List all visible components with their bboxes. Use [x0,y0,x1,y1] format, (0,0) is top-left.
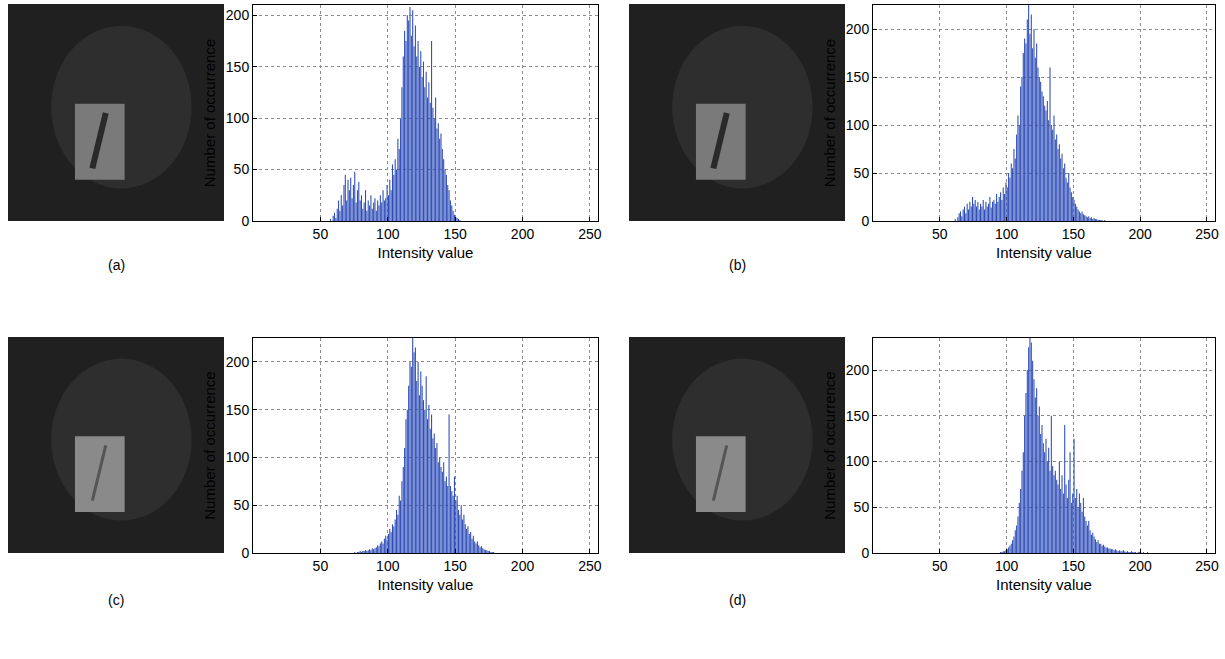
svg-text:0: 0 [861,545,869,561]
svg-text:100: 100 [995,558,1019,574]
svg-text:150: 150 [846,69,870,85]
svg-text:200: 200 [511,226,535,242]
svg-text:150: 150 [846,408,870,424]
svg-text:200: 200 [226,354,250,370]
svg-text:50: 50 [854,499,870,515]
svg-text:(c): (c) [108,592,124,608]
svg-text:Number of occurrence: Number of occurrence [821,39,838,187]
svg-text:Intensity value: Intensity value [378,576,474,593]
svg-text:50: 50 [234,161,250,177]
svg-text:Intensity value: Intensity value [996,244,1092,261]
svg-text:100: 100 [376,226,400,242]
svg-text:100: 100 [846,453,870,469]
svg-text:50: 50 [234,497,250,513]
svg-text:50: 50 [313,226,329,242]
svg-text:150: 150 [443,558,467,574]
svg-text:150: 150 [226,402,250,418]
svg-text:0: 0 [241,213,249,229]
svg-text:0: 0 [241,545,249,561]
svg-text:250: 250 [1195,558,1219,574]
svg-text:Number of occurrence: Number of occurrence [201,39,218,187]
svg-text:Intensity value: Intensity value [378,244,474,261]
svg-text:150: 150 [1062,226,1086,242]
svg-text:100: 100 [226,449,250,465]
svg-text:(d): (d) [729,592,746,608]
svg-text:200: 200 [846,21,870,37]
svg-text:0: 0 [861,213,869,229]
svg-text:250: 250 [578,226,602,242]
svg-text:200: 200 [511,558,535,574]
svg-text:150: 150 [443,226,467,242]
svg-text:Intensity value: Intensity value [996,576,1092,593]
svg-text:100: 100 [226,110,250,126]
svg-text:200: 200 [226,7,250,23]
svg-text:150: 150 [226,59,250,75]
svg-text:100: 100 [376,558,400,574]
svg-text:200: 200 [1129,558,1153,574]
svg-text:50: 50 [313,558,329,574]
svg-text:(a): (a) [108,257,125,273]
svg-text:100: 100 [846,117,870,133]
svg-text:200: 200 [846,362,870,378]
svg-text:100: 100 [995,226,1019,242]
svg-text:50: 50 [932,558,948,574]
svg-text:250: 250 [1195,226,1219,242]
svg-text:150: 150 [1062,558,1086,574]
svg-text:Number of occurrence: Number of occurrence [821,371,838,519]
svg-text:200: 200 [1129,226,1153,242]
svg-text:50: 50 [854,165,870,181]
svg-text:250: 250 [578,558,602,574]
svg-text:Number of occurrence: Number of occurrence [201,371,218,519]
svg-text:(b): (b) [729,257,746,273]
svg-text:50: 50 [932,226,948,242]
